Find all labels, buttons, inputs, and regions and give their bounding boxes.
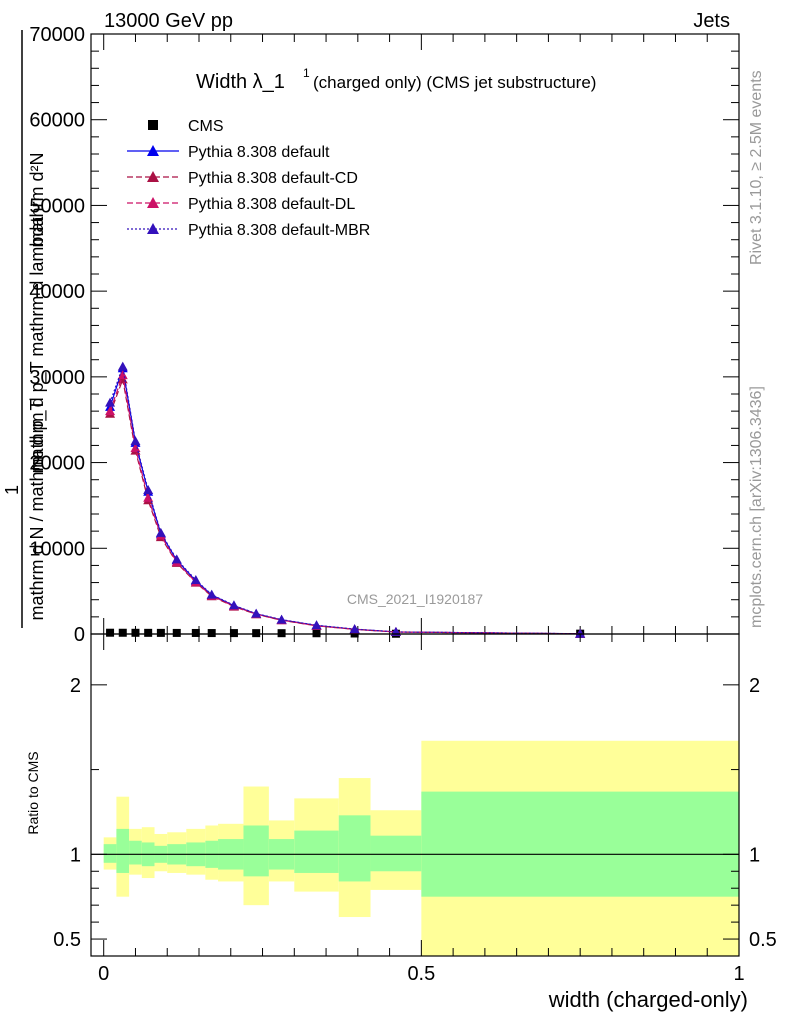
x-axis-label: width (charged-only) [548, 987, 748, 1012]
mc-point [143, 485, 154, 494]
legend-label: Pythia 8.308 default-DL [188, 196, 355, 213]
legend-marker [147, 145, 159, 156]
ratio-axis-ticks: 0.5 0.51 12 20 0.5 1 [53, 634, 777, 985]
mc-point [349, 624, 360, 634]
ratio-band-inner [338, 815, 371, 882]
ylabel-prefix-den: mathrm d N / mathrm d p_T [27, 399, 48, 620]
ratio-ytick-label-right: 1 [749, 844, 760, 866]
ratio-frame [90, 633, 740, 957]
ylabel-numerator: mathrm d²N [27, 152, 47, 247]
rivet-label: Rivet 3.1.10, ≥ 2.5M events [748, 70, 765, 265]
ratio-band-inner [103, 844, 117, 863]
ratio-panel: 0.5 0.51 12 20 0.5 1 [53, 633, 777, 985]
cms-point [229, 629, 238, 638]
legend-marker [148, 120, 158, 130]
ratio-ytick-label-right: 0.5 [749, 929, 777, 951]
ylabel-prefix-num: 1 [2, 485, 22, 495]
series-line [109, 368, 581, 635]
mc-point [251, 608, 262, 618]
series-line [109, 372, 581, 635]
ratio-band-inner [116, 828, 130, 873]
cms-point [118, 628, 127, 637]
cms-point [172, 628, 181, 637]
mc-point [117, 370, 128, 380]
legend-marker [147, 223, 159, 234]
cms-point [252, 629, 261, 638]
mc-point [105, 397, 116, 407]
mc-point [155, 527, 166, 537]
cms-point [191, 628, 200, 637]
legend-label: Pythia 8.308 default-CD [188, 170, 358, 187]
legend-label: Pythia 8.308 default [188, 144, 330, 161]
title-main: Width λ_1 [196, 71, 285, 93]
legend-label: Pythia 8.308 default-MBR [188, 222, 370, 239]
ratio-ytick-label: 0.5 [53, 929, 81, 951]
analysis-watermark: CMS_2021_I1920187 [347, 591, 483, 607]
main-ytick-label: 50000 [29, 195, 85, 217]
main-ytick-label: 60000 [29, 110, 85, 132]
mc-point [228, 600, 239, 610]
mc-point [276, 614, 287, 624]
legend: CMS Pythia 8.308 default Pythia 8.308 defa… [127, 118, 370, 239]
mc-point [117, 361, 128, 371]
series-line [109, 364, 581, 635]
ratio-ytick-label: 1 [70, 844, 81, 866]
cms-point [207, 629, 216, 638]
ylabel-denominator: mathrm d p_T mathrm d lambda [27, 216, 48, 474]
cms-point [131, 628, 140, 637]
main-ytick-label: 40000 [29, 281, 85, 303]
mc-point [190, 575, 201, 584]
ratio-band-inner [243, 825, 269, 877]
main-ylabel: mathrm d²N mathrm d p_T mathrm d lambda … [2, 30, 48, 628]
mcplots-label: mcplots.cern.ch [arXiv:1306.3436] [748, 386, 765, 628]
ratio-ytick-label: 2 [70, 675, 81, 697]
mc-point [311, 620, 322, 630]
ratio-band-inner [129, 840, 142, 865]
header-energy: 13000 GeV pp [104, 10, 233, 32]
main-ytick-label: 70000 [29, 24, 85, 46]
cms-point [156, 628, 165, 637]
mc-point [130, 443, 141, 452]
xtick-label: 0 [98, 963, 109, 985]
legend-marker [147, 197, 159, 208]
legend-marker [147, 171, 159, 182]
ratio-ytick-label-right: 2 [749, 675, 760, 697]
main-ytick-label: 20000 [29, 453, 85, 475]
title-tail: (charged only) (CMS jet substructure) [313, 73, 596, 92]
mc-point [171, 554, 182, 564]
cms-point [106, 628, 115, 637]
cms-point [144, 628, 153, 637]
cms-point [312, 629, 321, 638]
mc-point [105, 406, 116, 416]
xtick-label: 1 [733, 963, 744, 985]
header-category: Jets [693, 10, 730, 32]
plot-title: Width λ_1 1 (charged only) (CMS jet subs… [196, 66, 596, 93]
main-series-group [105, 361, 586, 638]
main-ytick-label: 0 [74, 624, 85, 646]
main-ytick-label: 10000 [29, 538, 85, 560]
series-line [109, 377, 581, 635]
mc-point [130, 436, 141, 446]
ratio-band-inner [294, 830, 339, 873]
ratio-ylabel: Ratio to CMS [25, 751, 41, 834]
mc-point [575, 628, 586, 638]
ratio-band-inner [370, 835, 422, 872]
mc-point [206, 589, 217, 599]
xtick-label: 0.5 [407, 963, 435, 985]
main-axis-ticks: 0 10000 20000 30000 40000 50000 60000 70000 [29, 24, 740, 646]
legend-label: CMS [188, 118, 224, 135]
ratio-bands [91, 740, 739, 956]
cms-point [277, 629, 286, 638]
mc-point [143, 492, 154, 502]
title-sup: 1 [303, 66, 310, 80]
ratio-band-inner [421, 791, 739, 897]
main-ytick-label: 30000 [29, 367, 85, 389]
main-panel: 0 10000 20000 30000 40000 50000 60000 70000 CMS… [29, 24, 740, 646]
